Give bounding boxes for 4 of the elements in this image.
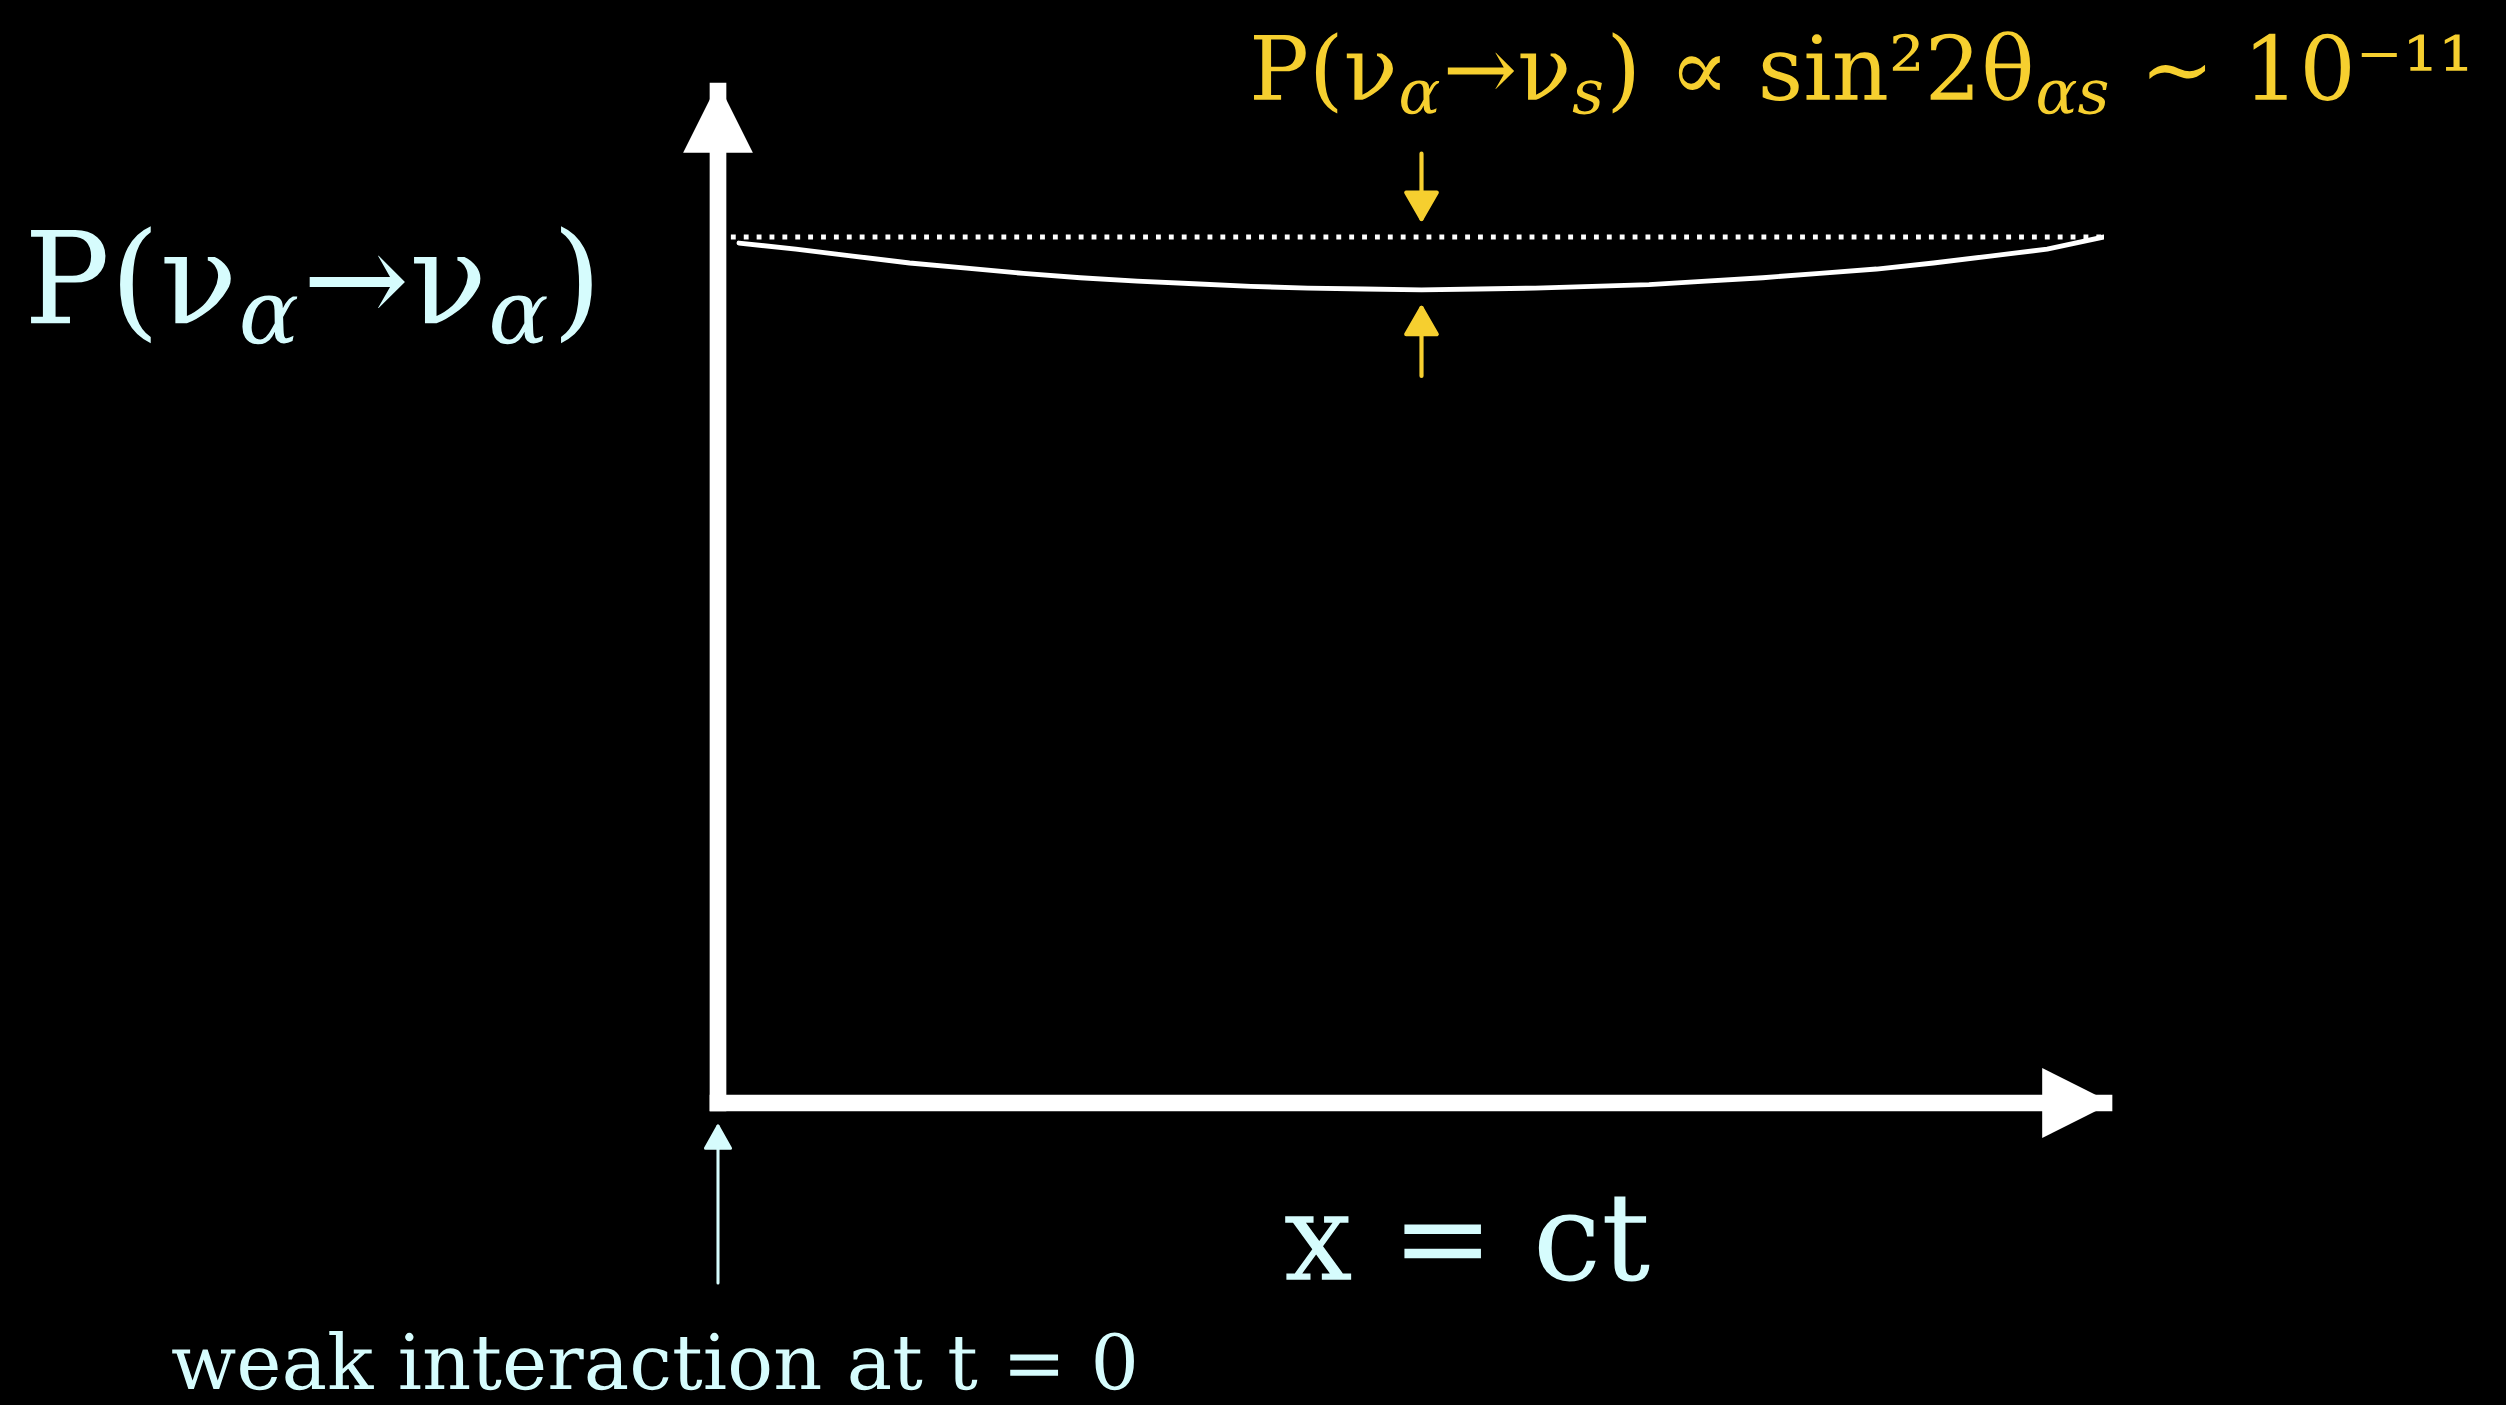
x-axis-title: x = ct — [1285, 1196, 1650, 1282]
text: P(ν$_{α}$→ν$_{s}$) ∝ sin²2θ$_{αs}$ ~ 10⁻¹¹ — [1254, 31, 2468, 115]
text: weak interaction at t = 0 — [172, 1331, 1134, 1391]
y-axis-title: P(ν$_{α}$→ν$_{α}$) — [31, 226, 592, 345]
